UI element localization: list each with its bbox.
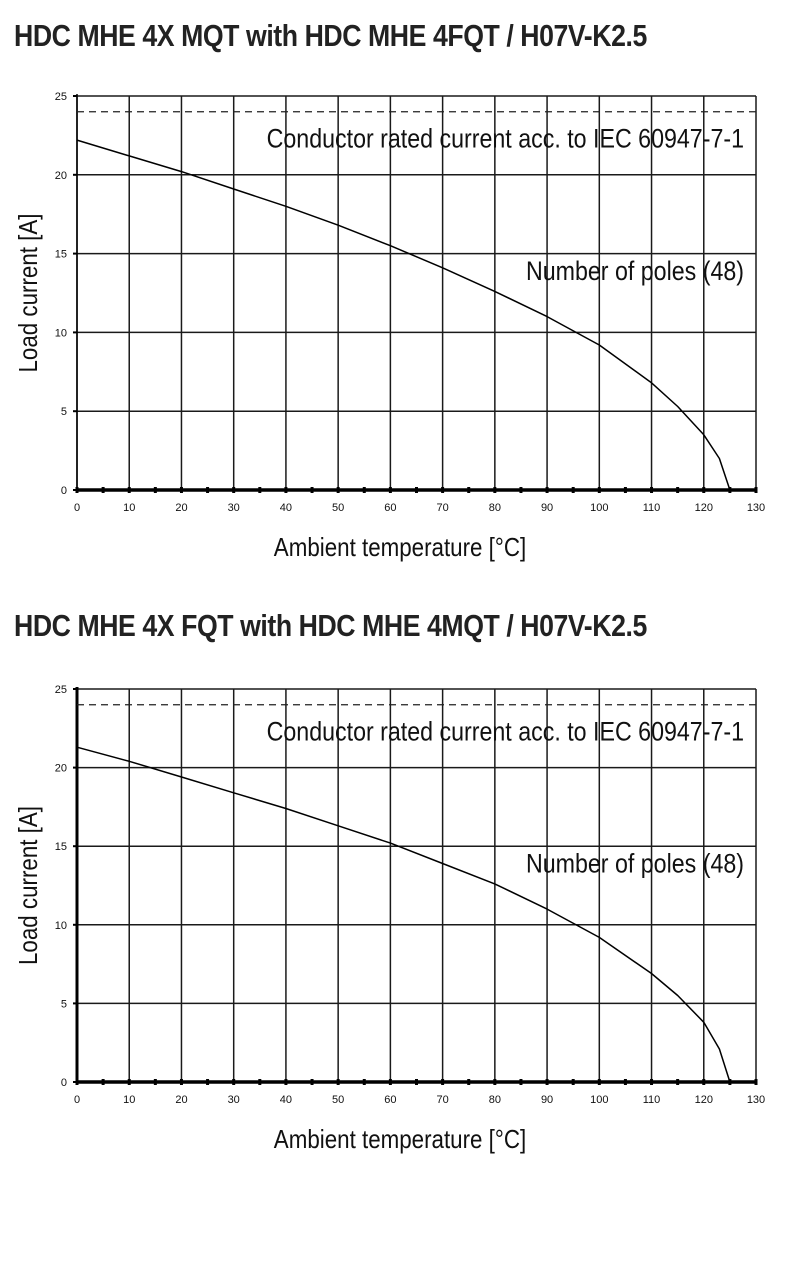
x-tick-label: 0 [74,1094,80,1106]
y-axis-label: Load current [A] [14,806,43,965]
x-axis-label: Ambient temperature [°C] [274,533,526,562]
x-tick-label: 10 [123,502,135,514]
chart-2-title: HDC MHE 4X FQT with HDC MHE 4MQT / H07V-… [14,608,647,643]
x-tick-label: 80 [489,502,501,514]
chart-2-plot: 0 5 10 15 20 25 0 10 20 30 40 50 60 70 80 90 100 110 120 13… [14,684,765,1154]
annotation-number-of-poles: Number of poles (48) [526,849,744,879]
x-tick-label: 30 [228,1094,240,1106]
x-axis-label: Ambient temperature [°C] [274,1125,526,1154]
x-tick-label: 70 [436,1094,448,1106]
y-tick-label: 15 [55,841,67,853]
x-tick-label: 80 [489,1094,501,1106]
chart-1-title: HDC MHE 4X MQT with HDC MHE 4FQT / H07V-… [14,18,647,53]
x-tick-label: 10 [123,1094,135,1106]
x-tick-label: 110 [643,502,661,514]
annotation-number-of-poles: Number of poles (48) [526,256,744,286]
x-tick-label: 90 [541,502,553,514]
y-tick-label: 20 [55,763,67,775]
x-tick-label: 100 [590,502,608,514]
y-axis-label: Load current [A] [14,213,43,372]
x-tick-label: 120 [695,502,713,514]
x-tick-label: 50 [332,1094,344,1106]
y-tick-label: 20 [55,170,67,182]
x-tick-label: 50 [332,502,344,514]
y-tick-label: 10 [55,327,67,339]
y-tick-label: 25 [55,91,67,103]
derating-curve [76,139,731,491]
chart-1-plot: 0 5 10 15 20 25 0 10 20 30 40 50 60 70 80 90 100 110 120 13… [14,91,765,562]
x-tick-label: 120 [695,1094,713,1106]
x-tick-label: 70 [436,502,448,514]
x-tick-label: 60 [384,502,396,514]
x-tick-label: 100 [590,1094,608,1106]
x-tick-label: 30 [228,502,240,514]
annotation-rated-current: Conductor rated current acc. to IEC 6094… [267,124,744,154]
x-tick-label: 20 [175,502,187,514]
x-tick-label: 130 [747,502,765,514]
x-tick-label: 130 [747,1094,765,1106]
x-tick-label: 60 [384,1094,396,1106]
y-tick-label: 0 [61,1077,67,1089]
x-tick-label: 20 [175,1094,187,1106]
y-tick-label: 10 [55,920,67,932]
x-tick-label: 40 [280,502,292,514]
derating-curve [76,746,731,1083]
annotation-rated-current: Conductor rated current acc. to IEC 6094… [267,717,744,747]
y-tick-label: 5 [61,998,67,1010]
y-tick-label: 0 [61,485,67,497]
x-tick-label: 110 [643,1094,661,1106]
y-tick-label: 5 [61,406,67,418]
y-tick-label: 25 [55,684,67,696]
x-tick-label: 0 [74,502,80,514]
y-tick-label: 15 [55,249,67,261]
x-tick-label: 40 [280,1094,292,1106]
x-tick-label: 90 [541,1094,553,1106]
